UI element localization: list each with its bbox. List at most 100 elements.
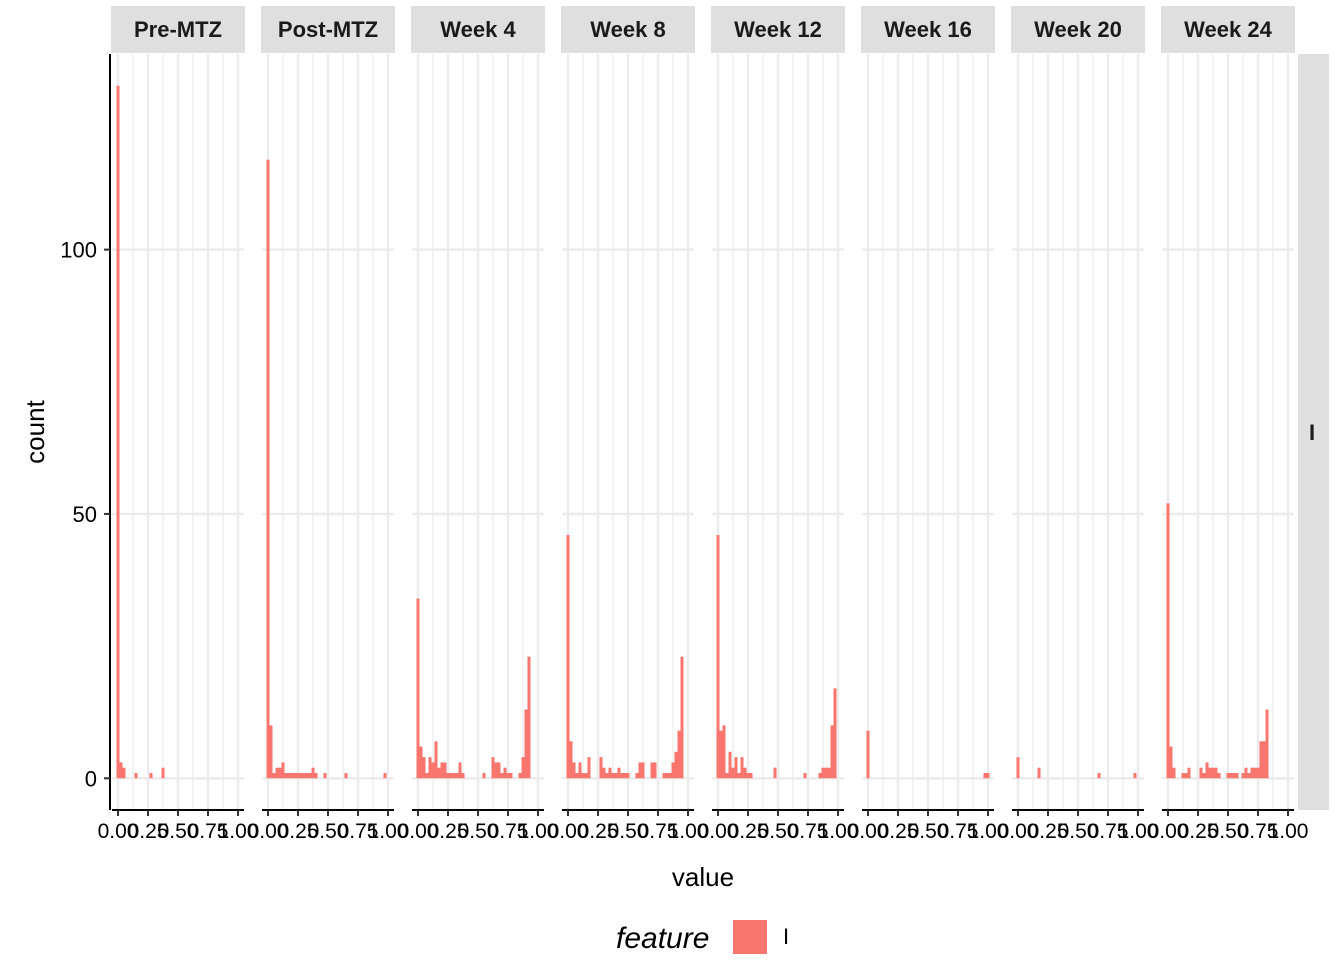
histogram-bar — [449, 772, 453, 779]
facet-strip-label: Week 24 — [1184, 17, 1272, 42]
histogram-bar — [1133, 772, 1137, 779]
histogram-bar — [605, 772, 609, 779]
histogram-bar — [524, 709, 528, 779]
x-tick-label: 0.00 — [98, 820, 139, 843]
facet-strip-label: Post-MTZ — [278, 17, 378, 42]
legend-title: feature — [616, 922, 710, 955]
histogram-bar — [680, 656, 684, 779]
histogram-bar — [1214, 767, 1218, 779]
histogram-bar — [575, 772, 579, 779]
histogram-bar — [743, 767, 747, 779]
histogram-bar — [749, 772, 753, 779]
histogram-bar — [1184, 772, 1188, 779]
x-tick-label: 0.75 — [638, 820, 679, 843]
histogram-bar — [650, 762, 654, 779]
histogram-bar — [1244, 767, 1248, 779]
histogram-bar — [1037, 767, 1041, 779]
histogram-bar — [986, 772, 990, 779]
histogram-bar — [626, 772, 630, 779]
legend: feature I — [0, 912, 1344, 960]
x-tick-label: 0.00 — [848, 820, 889, 843]
histogram-bar — [1256, 767, 1260, 779]
histogram-bar — [308, 772, 312, 779]
x-tick-label: 1.00 — [1268, 820, 1309, 843]
histogram-bar — [1199, 767, 1203, 779]
histogram-bar — [668, 772, 672, 779]
x-axis-title: value — [672, 862, 734, 892]
histogram-bar — [1232, 772, 1236, 779]
histogram-bar — [149, 772, 153, 779]
histogram-bar — [1187, 767, 1191, 779]
histogram-bar — [662, 772, 666, 779]
x-tick-label: 0.50 — [1058, 820, 1099, 843]
histogram-bar — [452, 772, 456, 779]
histogram-bar — [1259, 741, 1263, 779]
histogram-bar — [1172, 767, 1176, 779]
y-tick-label: 0 — [85, 766, 97, 791]
histogram-bar — [287, 772, 291, 779]
histogram-bar — [440, 762, 444, 779]
histogram-bar — [293, 772, 297, 779]
y-tick-label: 100 — [60, 238, 97, 263]
x-tick-label: 0.75 — [788, 820, 829, 843]
histogram-bar — [1250, 767, 1254, 779]
histogram-bar — [584, 772, 588, 779]
x-tick-label: 0.25 — [728, 820, 769, 843]
y-tick-label: 50 — [73, 502, 97, 527]
x-tick-label: 0.50 — [1208, 820, 1249, 843]
x-tick-label: 0.50 — [608, 820, 649, 843]
histogram-bar — [446, 772, 450, 779]
histogram-bar — [1208, 767, 1212, 779]
facet-strip — [111, 6, 245, 53]
histogram-bar — [1205, 762, 1209, 779]
histogram-bar — [746, 772, 750, 779]
histogram-bar — [728, 751, 732, 779]
histogram-bar — [1097, 772, 1101, 779]
x-tick-label: 0.00 — [248, 820, 289, 843]
facet-strip-label: Pre-MTZ — [134, 17, 222, 42]
histogram-bar — [437, 767, 441, 779]
facet-strip — [1011, 6, 1145, 53]
x-tick-label: 0.50 — [458, 820, 499, 843]
histogram-bar — [617, 767, 621, 779]
histogram-bar — [428, 757, 432, 779]
histogram-bar — [824, 767, 828, 779]
histogram-bar — [602, 767, 606, 779]
histogram-bar — [620, 772, 624, 779]
histogram-bar — [1016, 757, 1020, 779]
histogram-bar — [641, 762, 645, 779]
facet-strip-label: Week 16 — [884, 17, 972, 42]
histogram-bar — [1217, 772, 1221, 779]
x-tick-label: 0.75 — [1088, 820, 1129, 843]
x-tick-label: 0.75 — [338, 820, 379, 843]
histogram-bar — [305, 772, 309, 779]
histogram-bar — [416, 598, 420, 779]
facet-strip — [561, 6, 695, 53]
histogram-bar — [443, 762, 447, 779]
histogram-bar — [116, 85, 120, 779]
histogram-bar — [722, 725, 726, 779]
x-tick-label: 0.50 — [908, 820, 949, 843]
facet-strip-label: Week 12 — [734, 17, 822, 42]
x-tick-label: 1.00 — [1118, 820, 1159, 843]
histogram-bar — [719, 730, 723, 779]
x-tick-label: 0.50 — [308, 820, 349, 843]
histogram-bar — [1226, 772, 1230, 779]
histogram-bar — [272, 772, 276, 779]
histogram-bar — [122, 767, 126, 779]
histogram-bar — [635, 772, 639, 779]
histogram-bar — [578, 762, 582, 779]
x-tick-label: 0.25 — [278, 820, 319, 843]
histogram-bar — [608, 767, 612, 779]
y-axis-title: count — [20, 399, 50, 463]
histogram-plot: count050100Pre-MTZ0.000.250.500.751.00Po… — [20, 6, 1329, 892]
histogram-bar — [677, 730, 681, 779]
histogram-bar — [773, 767, 777, 779]
facet-strip — [861, 6, 995, 53]
histogram-bar — [461, 772, 465, 779]
x-tick-label: 0.25 — [578, 820, 619, 843]
histogram-bar — [569, 741, 573, 779]
histogram-bar — [611, 772, 615, 779]
x-tick-label: 0.25 — [128, 820, 169, 843]
x-tick-label: 0.75 — [188, 820, 229, 843]
